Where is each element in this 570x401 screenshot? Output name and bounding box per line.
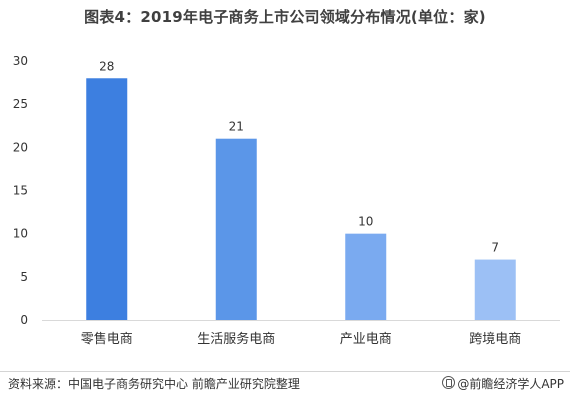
y-tick-label: 10 [13, 227, 28, 241]
y-tick-label: 15 [13, 184, 28, 198]
chart-title: 图表4：2019年电子商务上市公司领域分布情况(单位：家) [84, 8, 486, 26]
bar [474, 259, 516, 320]
brand-text: @前瞻经济学人APP [457, 377, 564, 391]
bar-chart: 0 5 10 15 20 25 30 28 零售电商 21 生活服务电商 10 产业电商 7 跨境电商 [13, 54, 560, 347]
footer-divider [0, 371, 570, 372]
brand-logo-icon [442, 376, 456, 389]
y-tick-label: 25 [13, 97, 28, 111]
y-tick-label: 30 [13, 54, 28, 68]
bar [345, 233, 387, 320]
bar [86, 78, 128, 321]
x-tick-label: 产业电商 [340, 332, 392, 347]
source-note: 资料来源：中国电子商务研究中心 前瞻产业研究院整理 [8, 377, 300, 391]
data-label: 7 [491, 241, 499, 255]
y-tick-label: 20 [13, 140, 28, 154]
y-tick-label: 0 [20, 313, 28, 327]
brand-credit: @前瞻经济学人APP [442, 375, 564, 392]
data-label: 10 [358, 215, 373, 229]
y-tick-label: 5 [20, 270, 28, 284]
x-tick-label: 生活服务电商 [197, 331, 275, 347]
x-tick-label: 零售电商 [81, 331, 133, 347]
data-label: 21 [229, 120, 244, 134]
data-label: 28 [99, 59, 114, 73]
bar [215, 138, 257, 320]
x-tick-label: 跨境电商 [469, 332, 521, 347]
